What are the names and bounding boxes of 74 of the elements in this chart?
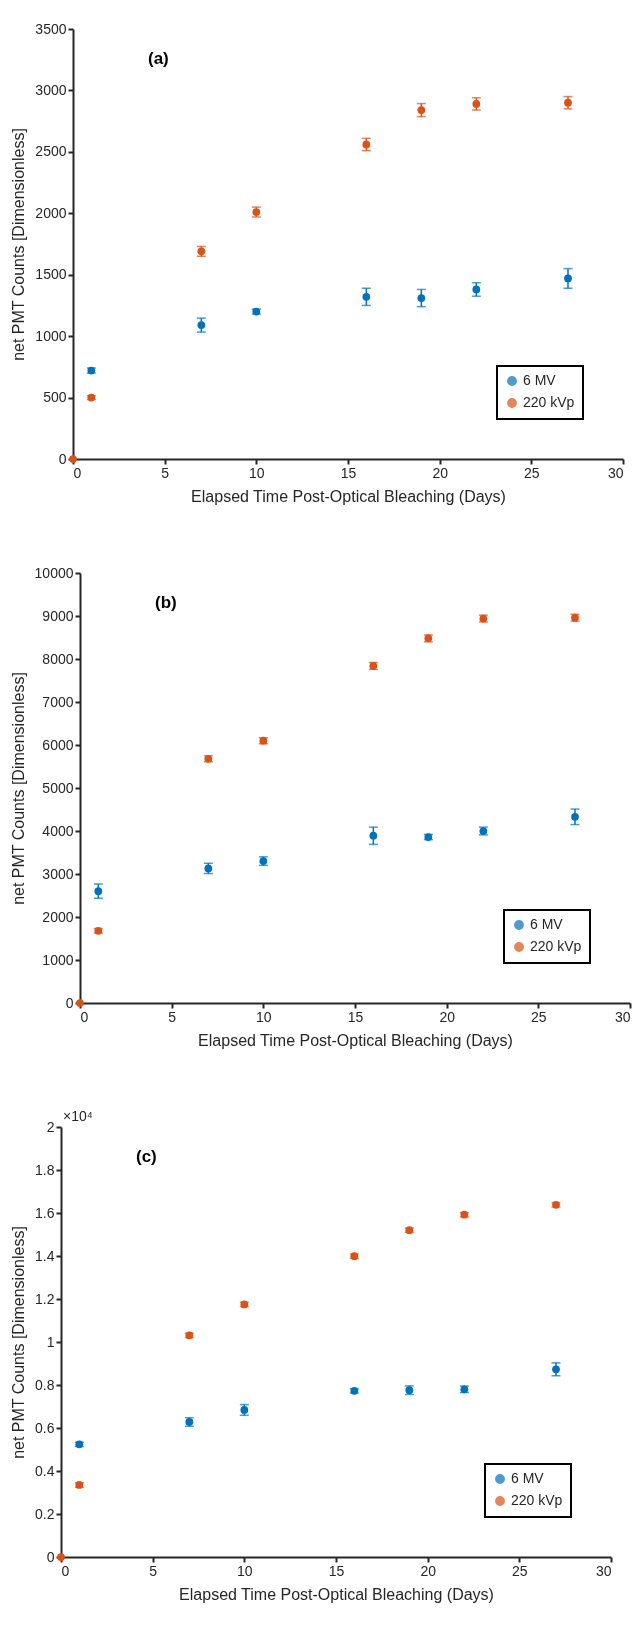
y-tick-label: 0	[65, 994, 74, 1011]
y-tick-label: 2000	[35, 204, 67, 221]
legend-label: 6 MV	[523, 372, 557, 388]
y-axis-title: net PMT Counts [Dimensionless]	[10, 128, 28, 361]
y-tick-label: 1500	[35, 266, 67, 283]
y-tick-label: 1	[46, 1333, 55, 1350]
y-tick-label: 2500	[35, 143, 67, 160]
legend-label: 220 kVp	[530, 938, 582, 954]
y-tick-label: 0	[58, 450, 67, 467]
x-axis-title: Elapsed Time Post-Optical Bleaching (Days)	[198, 1031, 513, 1049]
y-tick-label: 0.8	[35, 1376, 55, 1393]
y-tick-label: 3500	[35, 20, 67, 37]
text: (c)	[136, 1147, 157, 1166]
point	[472, 285, 481, 294]
y-tick-label: 1000	[35, 327, 67, 344]
y-axis-title: net PMT Counts [Dimensionless]	[9, 672, 27, 905]
x-tick-label: 30	[614, 1008, 631, 1025]
x-tick-label: 10	[256, 1008, 272, 1025]
point	[417, 106, 426, 114]
y-tick-label: 5000	[42, 779, 74, 796]
x-tick-label: 25	[531, 1008, 547, 1025]
x-tick-label: 30	[607, 464, 624, 481]
point	[369, 831, 378, 840]
y-tick-label: 0	[46, 1548, 55, 1565]
y-tick-label: 10000	[34, 564, 74, 581]
text: (a)	[148, 49, 169, 68]
y-tick-label: 9000	[42, 607, 74, 624]
legend-label: 220 kVp	[523, 394, 575, 410]
text: (b)	[155, 593, 177, 612]
legend-label: 220 kVp	[511, 1492, 563, 1508]
y-tick-label: 1.2	[35, 1290, 55, 1307]
x-tick-label: 20	[432, 464, 449, 481]
x-axis-title: Elapsed Time Post-Optical Bleaching (Days)	[179, 1585, 494, 1603]
point	[94, 887, 103, 896]
x-tick-label: 0	[80, 1008, 89, 1025]
y-axis-title: net PMT Counts [Dimensionless]	[10, 1226, 28, 1459]
y-tick-label: 2	[46, 1118, 55, 1135]
x-tick-label: 25	[524, 464, 540, 481]
y-tick-label: 1.6	[35, 1204, 55, 1221]
y-tick-label: 0.6	[35, 1419, 55, 1436]
y-tick-label: 2000	[42, 908, 74, 925]
y-tick-label: 0.2	[35, 1505, 55, 1522]
point	[417, 294, 426, 302]
x-tick-label: 15	[347, 1008, 364, 1025]
legend-label: 6 MV	[511, 1470, 545, 1486]
y-tick-label: 8000	[42, 650, 74, 667]
y-tick-label: 3000	[42, 865, 74, 882]
y-tick-label: 1.8	[35, 1161, 55, 1178]
x-tick-label: 15	[340, 464, 357, 481]
y-tick-label: 7000	[42, 693, 74, 710]
x-tick-label: 25	[512, 1562, 528, 1579]
y-tick-label: 500	[43, 389, 67, 406]
y-tick-label: 4000	[42, 822, 74, 839]
x-tick-label: 5	[149, 1562, 158, 1579]
text: ×10⁴	[63, 1108, 93, 1124]
point	[564, 274, 572, 283]
x-axis-title: Elapsed Time Post-Optical Bleaching (Days)	[191, 487, 506, 505]
y-tick-label: 1000	[42, 951, 74, 968]
x-tick-label: 20	[439, 1008, 456, 1025]
y-tick-label: 6000	[42, 736, 74, 753]
point	[197, 321, 206, 329]
y-tick-label: 1.4	[35, 1247, 55, 1264]
x-tick-label: 5	[168, 1008, 177, 1025]
x-tick-label: 15	[328, 1562, 345, 1579]
y-tick-label: 0.4	[35, 1462, 55, 1479]
x-tick-label: 5	[161, 464, 170, 481]
point	[571, 812, 579, 821]
x-tick-label: 20	[420, 1562, 437, 1579]
point	[362, 292, 371, 301]
x-tick-label: 10	[249, 464, 265, 481]
x-tick-label: 10	[237, 1562, 253, 1579]
x-tick-label: 30	[595, 1562, 612, 1579]
legend-label: 6 MV	[530, 916, 564, 932]
y-tick-label: 3000	[35, 81, 67, 98]
